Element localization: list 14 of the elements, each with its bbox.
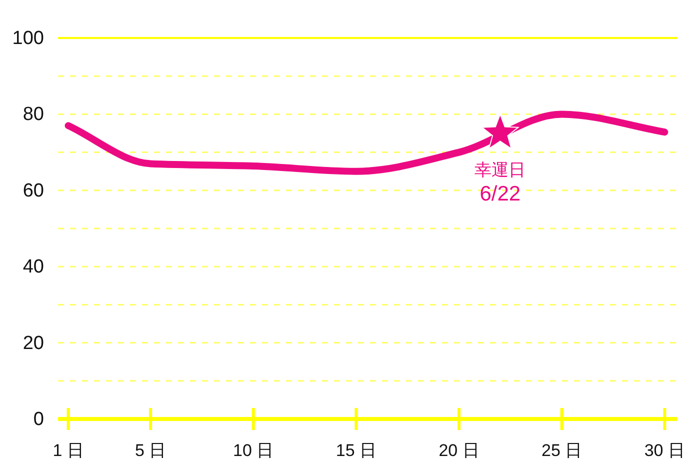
x-tick-label: 1 日: [52, 441, 84, 460]
x-tick-label: 20 日: [438, 441, 480, 460]
y-tick-label: 40: [22, 256, 44, 278]
y-tick-label: 80: [22, 104, 44, 126]
x-tick-label: 25 日: [542, 441, 582, 460]
y-tick-label: 60: [22, 180, 44, 202]
annotation: 幸運日 6/22: [474, 160, 526, 206]
x-tick-label: 30 日: [644, 441, 685, 460]
y-tick-label: 100: [12, 28, 44, 49]
x-tick-label: 15 日: [336, 441, 377, 460]
y-tick-label: 20: [22, 332, 44, 354]
x-tick-label: 10 日: [233, 441, 274, 460]
y-tick-label: 0: [33, 409, 44, 430]
x-tick-label: 5 日: [134, 441, 166, 460]
